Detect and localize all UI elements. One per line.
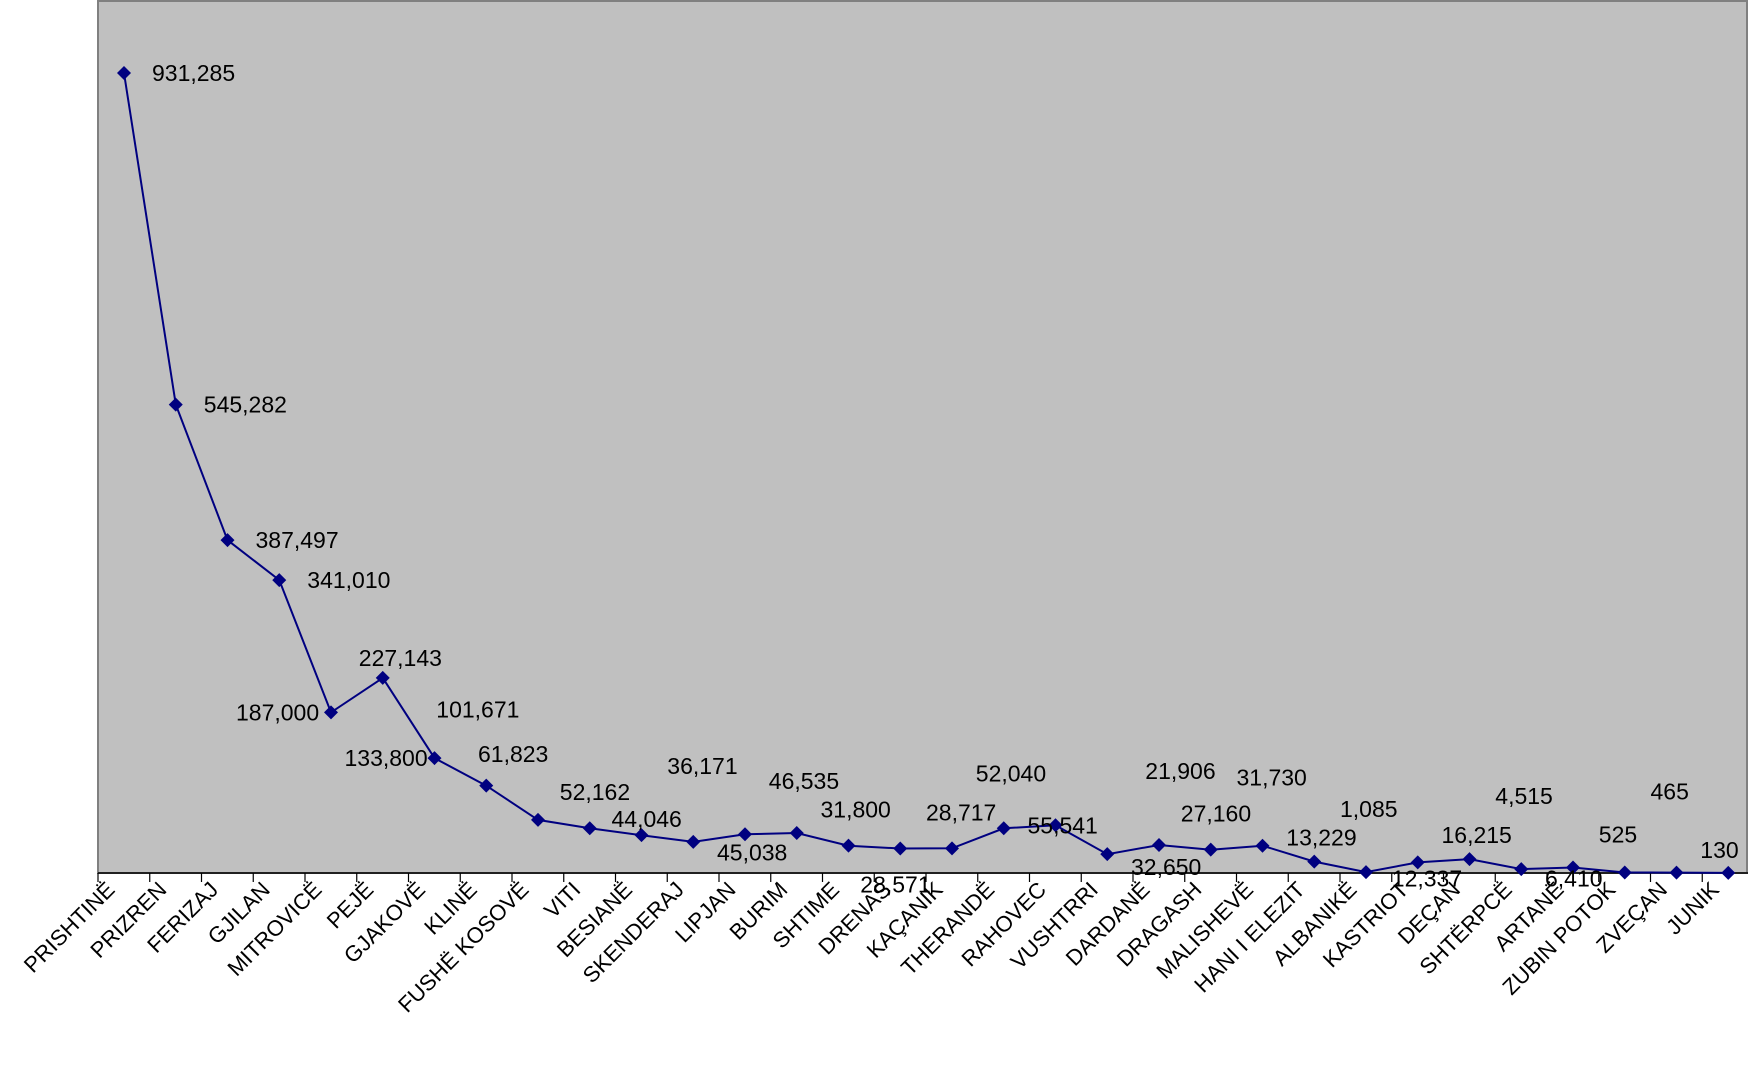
data-point	[634, 828, 649, 843]
data-label: 36,171	[667, 753, 737, 779]
data-label: 133,800	[345, 745, 428, 771]
data-label: 55,541	[1028, 812, 1098, 838]
data-point	[686, 834, 701, 849]
data-label: 31,800	[821, 797, 891, 823]
data-point	[1203, 842, 1218, 857]
data-label: 45,038	[717, 839, 787, 865]
data-labels: 931,285 545,282 387,497 341,010 187,000 227,1…	[152, 60, 1739, 898]
data-label: 1,085	[1340, 796, 1398, 822]
data-point	[375, 670, 390, 685]
data-point	[1048, 818, 1063, 833]
data-point	[1255, 838, 1270, 853]
data-label: 4,515	[1495, 783, 1553, 809]
data-point	[531, 812, 545, 827]
data-label: 27,160	[1181, 801, 1251, 827]
data-label: 52,040	[976, 760, 1046, 786]
data-point	[1100, 847, 1115, 862]
data-point	[1721, 865, 1736, 880]
data-point	[738, 827, 752, 842]
data-point	[582, 821, 597, 836]
data-label: 931,285	[152, 60, 235, 86]
data-label: 6,410	[1545, 866, 1603, 892]
data-point	[1307, 854, 1322, 869]
x-axis-ticks	[97, 873, 1703, 882]
data-label: 52,162	[560, 779, 630, 805]
data-markers	[117, 66, 1736, 880]
data-point	[1669, 865, 1684, 880]
data-label: 21,906	[1145, 758, 1215, 784]
data-label: 341,010	[307, 567, 390, 593]
data-point	[1152, 837, 1166, 852]
data-label: 13,229	[1286, 825, 1356, 851]
data-label: 16,215	[1442, 822, 1512, 848]
data-label: 31,730	[1237, 765, 1307, 791]
data-point	[1359, 865, 1373, 880]
data-label: 12,337	[1392, 865, 1462, 891]
data-point	[220, 533, 235, 548]
data-point	[324, 705, 338, 720]
x-tick-label: VITI	[539, 877, 585, 923]
data-point	[841, 838, 856, 853]
data-point	[893, 841, 908, 856]
data-point	[168, 397, 183, 412]
data-label: 187,000	[236, 699, 319, 725]
data-label: 227,143	[359, 645, 442, 671]
data-point	[1566, 860, 1580, 875]
series-line	[123, 72, 1729, 874]
x-tick-label: JUNIK	[1661, 877, 1724, 940]
data-label: 545,282	[204, 392, 287, 418]
data-point	[1410, 855, 1425, 870]
data-label: 101,671	[436, 697, 519, 723]
data-label: 28,571	[860, 872, 930, 898]
data-label: 46,535	[769, 768, 839, 794]
data-label: 32,650	[1131, 854, 1201, 880]
data-point	[996, 821, 1011, 836]
data-label: 28,717	[926, 799, 996, 825]
data-point	[479, 778, 494, 793]
data-point	[117, 66, 131, 81]
data-label: 525	[1599, 822, 1637, 848]
plot-area	[97, 0, 1748, 874]
data-point	[1617, 865, 1632, 880]
data-point	[427, 751, 442, 766]
data-label: 465	[1651, 779, 1689, 805]
data-point	[272, 573, 287, 588]
x-axis-labels: PRISHTINËPRIZRENFERIZAJGJILANMITROVICËPE…	[19, 877, 1724, 1018]
data-point	[945, 841, 959, 856]
data-label: 61,823	[478, 741, 548, 767]
data-point	[789, 826, 804, 841]
data-label: 44,046	[612, 806, 682, 832]
data-point	[1514, 862, 1529, 877]
data-label: 387,497	[256, 527, 339, 553]
data-label: 130	[1700, 837, 1738, 863]
data-point	[1462, 852, 1477, 867]
